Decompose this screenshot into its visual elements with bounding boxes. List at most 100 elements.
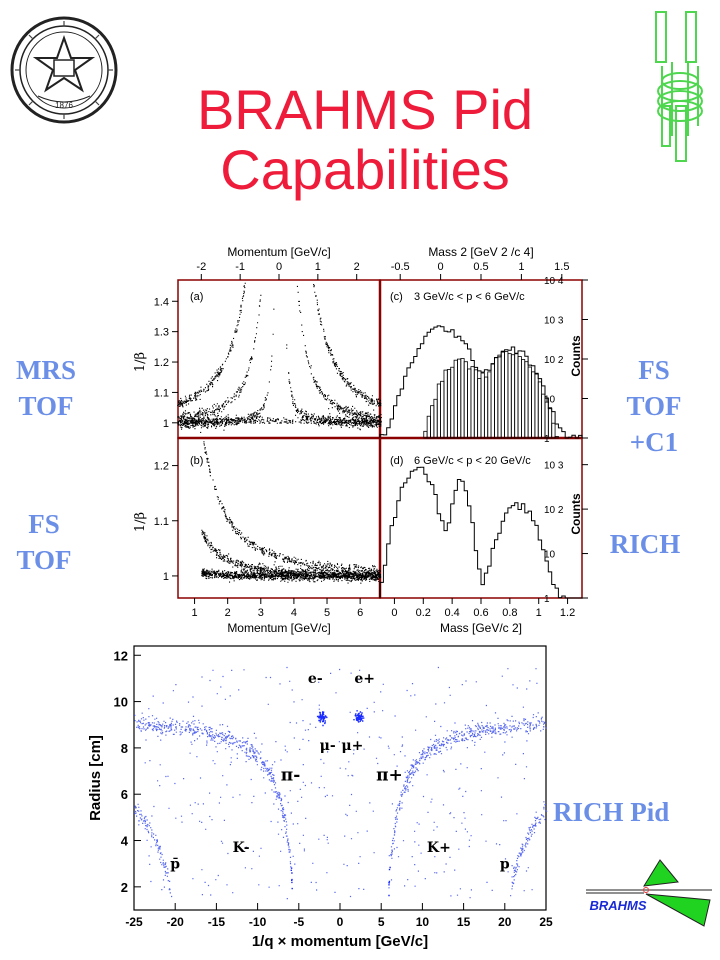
log-y-tick: 10 4 [544, 276, 564, 287]
histogram-bar [473, 369, 479, 439]
rich-y-tick: 12 [114, 648, 128, 663]
hist-x-tick: 0 [391, 607, 397, 619]
histogram-bar [430, 405, 435, 439]
histogram-bar [504, 351, 509, 439]
hist-x-tick: 0.5 [473, 261, 488, 273]
histogram-bar [467, 368, 472, 439]
panel-b-x-tick: 3 [258, 607, 264, 619]
histogram-bar [517, 356, 522, 439]
panel-b-y-tick: 1.1 [154, 516, 169, 528]
histogram-bar [433, 398, 438, 439]
histogram-bar [480, 372, 485, 439]
panel-b-y-tick: 1.2 [154, 461, 169, 473]
species-label-7: K+ [427, 840, 451, 856]
title-line-1: BRAHMS Pid [196, 78, 534, 141]
panel-a-x-tick: 1 [315, 261, 321, 273]
histogram-bar [514, 353, 519, 439]
panel-b-y-tick: 1 [163, 571, 169, 583]
rich-x-tick: 25 [539, 915, 553, 929]
hist-x-tick: -0.5 [391, 261, 410, 273]
rich-points [134, 666, 548, 900]
panel-b-tag: (b) [190, 455, 203, 467]
rich-label: RICH [609, 529, 681, 559]
panel-d-histogram [379, 466, 582, 599]
panel-a-x-tick: 0 [276, 261, 282, 273]
fs-tof-left-line-2: TOF [16, 545, 72, 575]
histogram-bar [490, 363, 495, 439]
panel-a-y-tick: 1.1 [154, 387, 169, 399]
log-y-tick: 10 2 [544, 355, 564, 366]
panel-b-x-title: Momentum [GeV/c] [227, 621, 330, 635]
seal-year: 1876 [55, 101, 73, 110]
panel-c-x-title: Mass 2 [GeV 2 /c 4] [428, 245, 533, 259]
hist-x-tick: 1.5 [554, 261, 569, 273]
panel-c-histogram [379, 325, 583, 439]
histogram-bar [426, 415, 431, 439]
brahms-logo-text: BRAHMS [589, 898, 646, 913]
panel-a-x-tick: -2 [196, 261, 206, 273]
histogram-bar [450, 366, 455, 439]
histogram-bar [443, 369, 448, 439]
rich-x-tick: 10 [416, 915, 430, 929]
log-y-tick: 10 [544, 550, 556, 561]
mrs-tof-label: MRS TOF [6, 352, 86, 424]
rich-x-title: 1/q × momentum [GeV/c] [252, 933, 428, 950]
panel-b-x-tick: 4 [291, 607, 297, 619]
rich-y-tick: 6 [121, 787, 128, 802]
log-y-tick: 10 2 [544, 505, 564, 516]
hist-x-tick: 1 [536, 607, 542, 619]
panel-a-y-title: 1/β [133, 352, 148, 372]
species-label-8: p̄ [170, 856, 180, 872]
hist-x-tick: 0.6 [473, 607, 488, 619]
rich-x-tick: -15 [208, 915, 226, 929]
rich-x-tick: -5 [293, 915, 304, 929]
log-y-tick: 1 [544, 594, 550, 605]
rich-y-tick: 2 [121, 880, 128, 895]
rich-y-tick: 8 [121, 741, 128, 756]
hist-x-tick: 0.4 [444, 607, 459, 619]
rich-x-tick: 0 [337, 915, 344, 929]
panel-a-tag: (a) [190, 291, 203, 303]
histogram-bar [507, 353, 512, 439]
histogram-bar [487, 371, 492, 439]
histogram-bar [477, 378, 482, 439]
hist-x-tick: 0.8 [502, 607, 517, 619]
histogram-bar [440, 380, 445, 439]
panel-a-x-tick: -1 [235, 261, 245, 273]
rich-pid-figure: -25 -20 -15 -10 -5 0 5 10 15 20 25 2 4 6 8 10 12 1/q × m… [87, 645, 553, 950]
species-label-6: K- [233, 840, 250, 856]
log-y-tick: 10 3 [544, 316, 564, 327]
histogram-bar [531, 371, 536, 439]
rich-pid-label: RICH Pid [553, 797, 670, 827]
rich-x-tick: 5 [378, 915, 385, 929]
rich-x-tick: 15 [457, 915, 471, 929]
hist-x-tick: 0 [438, 261, 444, 273]
university-seal-logo: 1876 [10, 16, 118, 124]
fs-tof-left-line-1: FS [28, 509, 60, 539]
panel-b-points [201, 441, 382, 584]
title-line-2: Capabilities [220, 138, 510, 201]
fs-tof-c1-line-2: TOF [626, 391, 682, 421]
mrs-tof-line-1: MRS [16, 355, 76, 385]
histogram-bar [460, 358, 465, 439]
rich-species-labels: e-e+ μ-μ+ π-π+ K- K+ p̄ p [170, 671, 510, 872]
panel-d-y-title: Counts [569, 493, 583, 535]
species-label-2: μ- [320, 738, 336, 754]
fs-tof-c1-line-3: +C1 [629, 427, 679, 457]
histogram-bar [483, 376, 489, 439]
rich-y-title: Radius [cm] [87, 735, 104, 821]
histogram-bar [436, 383, 442, 439]
log-y-tick: 10 3 [544, 461, 564, 472]
detector-logo [655, 11, 703, 162]
rich-x-tick: -20 [167, 915, 185, 929]
rich-plot-frame [133, 645, 547, 911]
histogram-bar [463, 361, 468, 439]
panel-b-x-tick: 6 [357, 607, 363, 619]
panel-b-x-tick: 2 [225, 607, 231, 619]
histogram-bar [534, 372, 539, 439]
log-y-tick: 10 [544, 395, 556, 406]
species-label-5: π+ [376, 765, 403, 785]
log-y-tick: 1 [544, 434, 550, 445]
